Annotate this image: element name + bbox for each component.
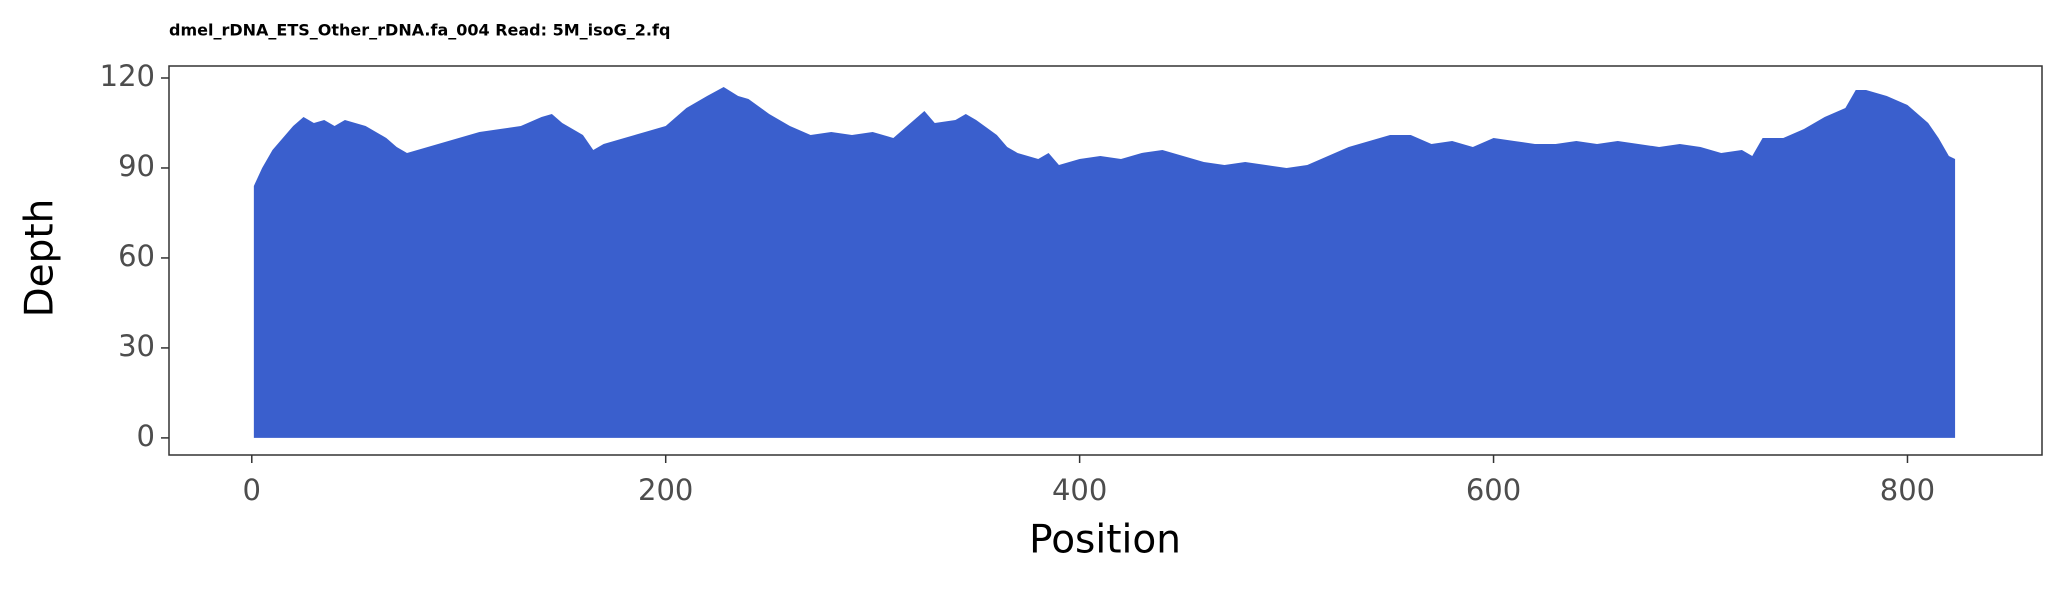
y-axis-title: Depth <box>18 199 63 318</box>
x-tick-label: 600 <box>1466 473 1521 507</box>
y-tick-label: 120 <box>100 59 155 93</box>
y-tick-label: 30 <box>118 329 155 363</box>
y-tick-label: 0 <box>137 419 155 453</box>
x-tick-label: 200 <box>638 473 693 507</box>
x-tick-label: 400 <box>1052 473 1107 507</box>
y-tick-label: 60 <box>118 239 155 273</box>
x-axis-title: Position <box>1029 518 1181 563</box>
panel-border <box>168 65 2043 456</box>
depth-area <box>253 86 1956 438</box>
y-tick-label: 90 <box>118 149 155 183</box>
chart-title: dmel_rDNA_ETS_Other_rDNA.fa_004 Read: 5M… <box>169 21 670 40</box>
x-tick-label: 0 <box>243 473 261 507</box>
x-tick-label: 800 <box>1880 473 1935 507</box>
